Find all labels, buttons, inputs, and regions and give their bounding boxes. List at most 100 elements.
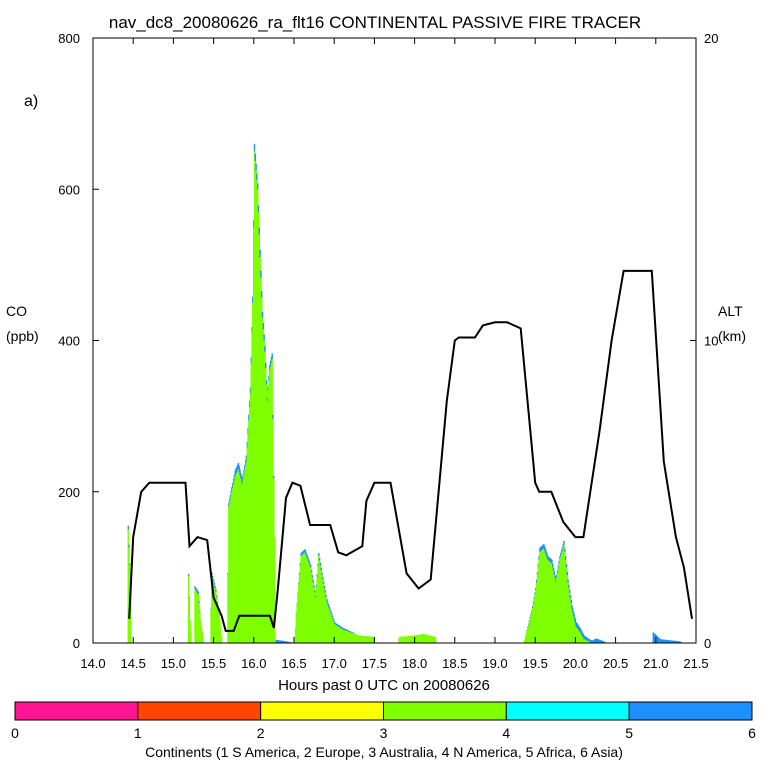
- co-bar-asia: [288, 641, 290, 643]
- co-bar-asia: [572, 611, 575, 616]
- co-bar-na: [412, 635, 415, 643]
- co-bar-na: [318, 556, 320, 643]
- co-bar-na: [425, 634, 428, 643]
- co-bar-asia: [199, 610, 201, 612]
- co-bar-na: [358, 635, 360, 643]
- co-bar-asia: [232, 483, 234, 488]
- co-bar-asia: [560, 549, 563, 554]
- co-bar-asia: [249, 387, 252, 394]
- co-bar-asia: [255, 163, 257, 171]
- co-bar-na: [552, 571, 555, 643]
- co-bar-na: [524, 636, 527, 643]
- co-bar-na: [563, 544, 565, 643]
- co-bar-na: [332, 619, 334, 643]
- co-bar-na: [538, 559, 540, 643]
- co-bar-asia: [581, 632, 584, 637]
- colorbar-tick-label: 3: [380, 725, 388, 741]
- co-bar-na: [362, 635, 364, 643]
- co-bar-asia: [233, 474, 236, 481]
- co-bar-na: [298, 574, 301, 643]
- co-bar-na: [338, 626, 340, 643]
- co-bar-na: [411, 635, 413, 643]
- co-bar-na: [312, 582, 314, 643]
- co-bar-na: [572, 615, 575, 643]
- co-bar-asia: [537, 563, 540, 568]
- co-bar-asia: [577, 624, 579, 629]
- co-bar-asia: [539, 547, 541, 553]
- co-bar-asia: [585, 636, 587, 640]
- co-bar-asia: [277, 640, 280, 643]
- co-bar-asia: [305, 551, 307, 555]
- co-bar-asia: [675, 641, 678, 643]
- co-bar-asia: [552, 567, 555, 572]
- co-bar-asia: [348, 630, 351, 632]
- co-bar-asia: [351, 632, 354, 634]
- co-bar-na: [335, 625, 338, 643]
- x-tick-label: 18.0: [402, 656, 427, 671]
- co-bar-na: [419, 634, 421, 643]
- co-bar-na: [525, 633, 527, 643]
- co-bar-na: [417, 634, 420, 643]
- co-bar-na: [241, 484, 244, 643]
- co-bar-na: [540, 551, 542, 643]
- co-bar-asia: [540, 546, 543, 551]
- co-bar-na: [364, 636, 367, 643]
- co-bar-asia: [659, 638, 661, 643]
- co-bar-na: [544, 550, 546, 643]
- co-bar-asia: [601, 640, 603, 643]
- co-bar-asia: [578, 626, 581, 631]
- co-bar-na: [215, 591, 217, 643]
- co-bar-asia: [674, 640, 676, 643]
- co-bar-asia: [342, 627, 344, 630]
- co-bar-na: [584, 639, 586, 643]
- co-bar-asia: [668, 640, 671, 643]
- co-bar-na: [326, 603, 329, 643]
- co-bar-asia: [262, 323, 265, 330]
- x-tick-label: 19.0: [482, 656, 507, 671]
- co-bar-na: [235, 474, 237, 643]
- co-bar-asia: [128, 544, 130, 548]
- y-left-tick-label: 400: [58, 334, 80, 349]
- co-bar-na: [343, 629, 345, 643]
- co-bar-asia: [540, 546, 542, 552]
- co-bar-asia: [552, 563, 554, 568]
- co-bar-asia: [593, 639, 596, 643]
- co-bar-asia: [298, 572, 301, 575]
- co-bar-asia: [345, 629, 347, 631]
- co-bar-na: [571, 608, 573, 643]
- co-bar-asia: [663, 639, 666, 643]
- co-bar-na: [580, 633, 582, 643]
- co-bar-na: [127, 529, 129, 643]
- co-bar-asia: [228, 499, 231, 504]
- co-bar-na: [558, 564, 560, 643]
- co-bar-na: [398, 636, 400, 643]
- co-bar-asia: [528, 620, 531, 622]
- co-bar-asia: [248, 401, 251, 408]
- co-bar-asia: [531, 610, 533, 613]
- co-bar-asia: [246, 441, 248, 448]
- co-bar-asia: [669, 640, 671, 643]
- co-bar-na: [354, 633, 356, 643]
- x-tick-label: 16.5: [281, 656, 306, 671]
- co-bar-asia: [583, 635, 585, 640]
- co-bar-na: [198, 602, 200, 643]
- colorbar-segment: [383, 701, 507, 721]
- co-bar-asia: [568, 589, 571, 594]
- co-bar-asia: [195, 588, 198, 592]
- co-bar-asia: [677, 641, 679, 643]
- co-bar-na: [314, 597, 317, 643]
- co-bar-na: [577, 629, 580, 643]
- co-bar-asia: [314, 590, 316, 593]
- co-bar-asia: [252, 220, 255, 228]
- co-bar-asia: [277, 640, 279, 643]
- co-bar-asia: [321, 572, 323, 575]
- co-bar-na: [295, 612, 298, 643]
- co-bar-na: [581, 636, 584, 643]
- co-bar-na: [417, 634, 419, 643]
- co-bar-na: [190, 631, 192, 643]
- co-bar-na: [309, 565, 311, 643]
- co-bar-asia: [655, 635, 658, 643]
- co-bar-na: [572, 612, 574, 643]
- co-bar-na: [247, 434, 249, 643]
- co-bar-na: [585, 640, 588, 643]
